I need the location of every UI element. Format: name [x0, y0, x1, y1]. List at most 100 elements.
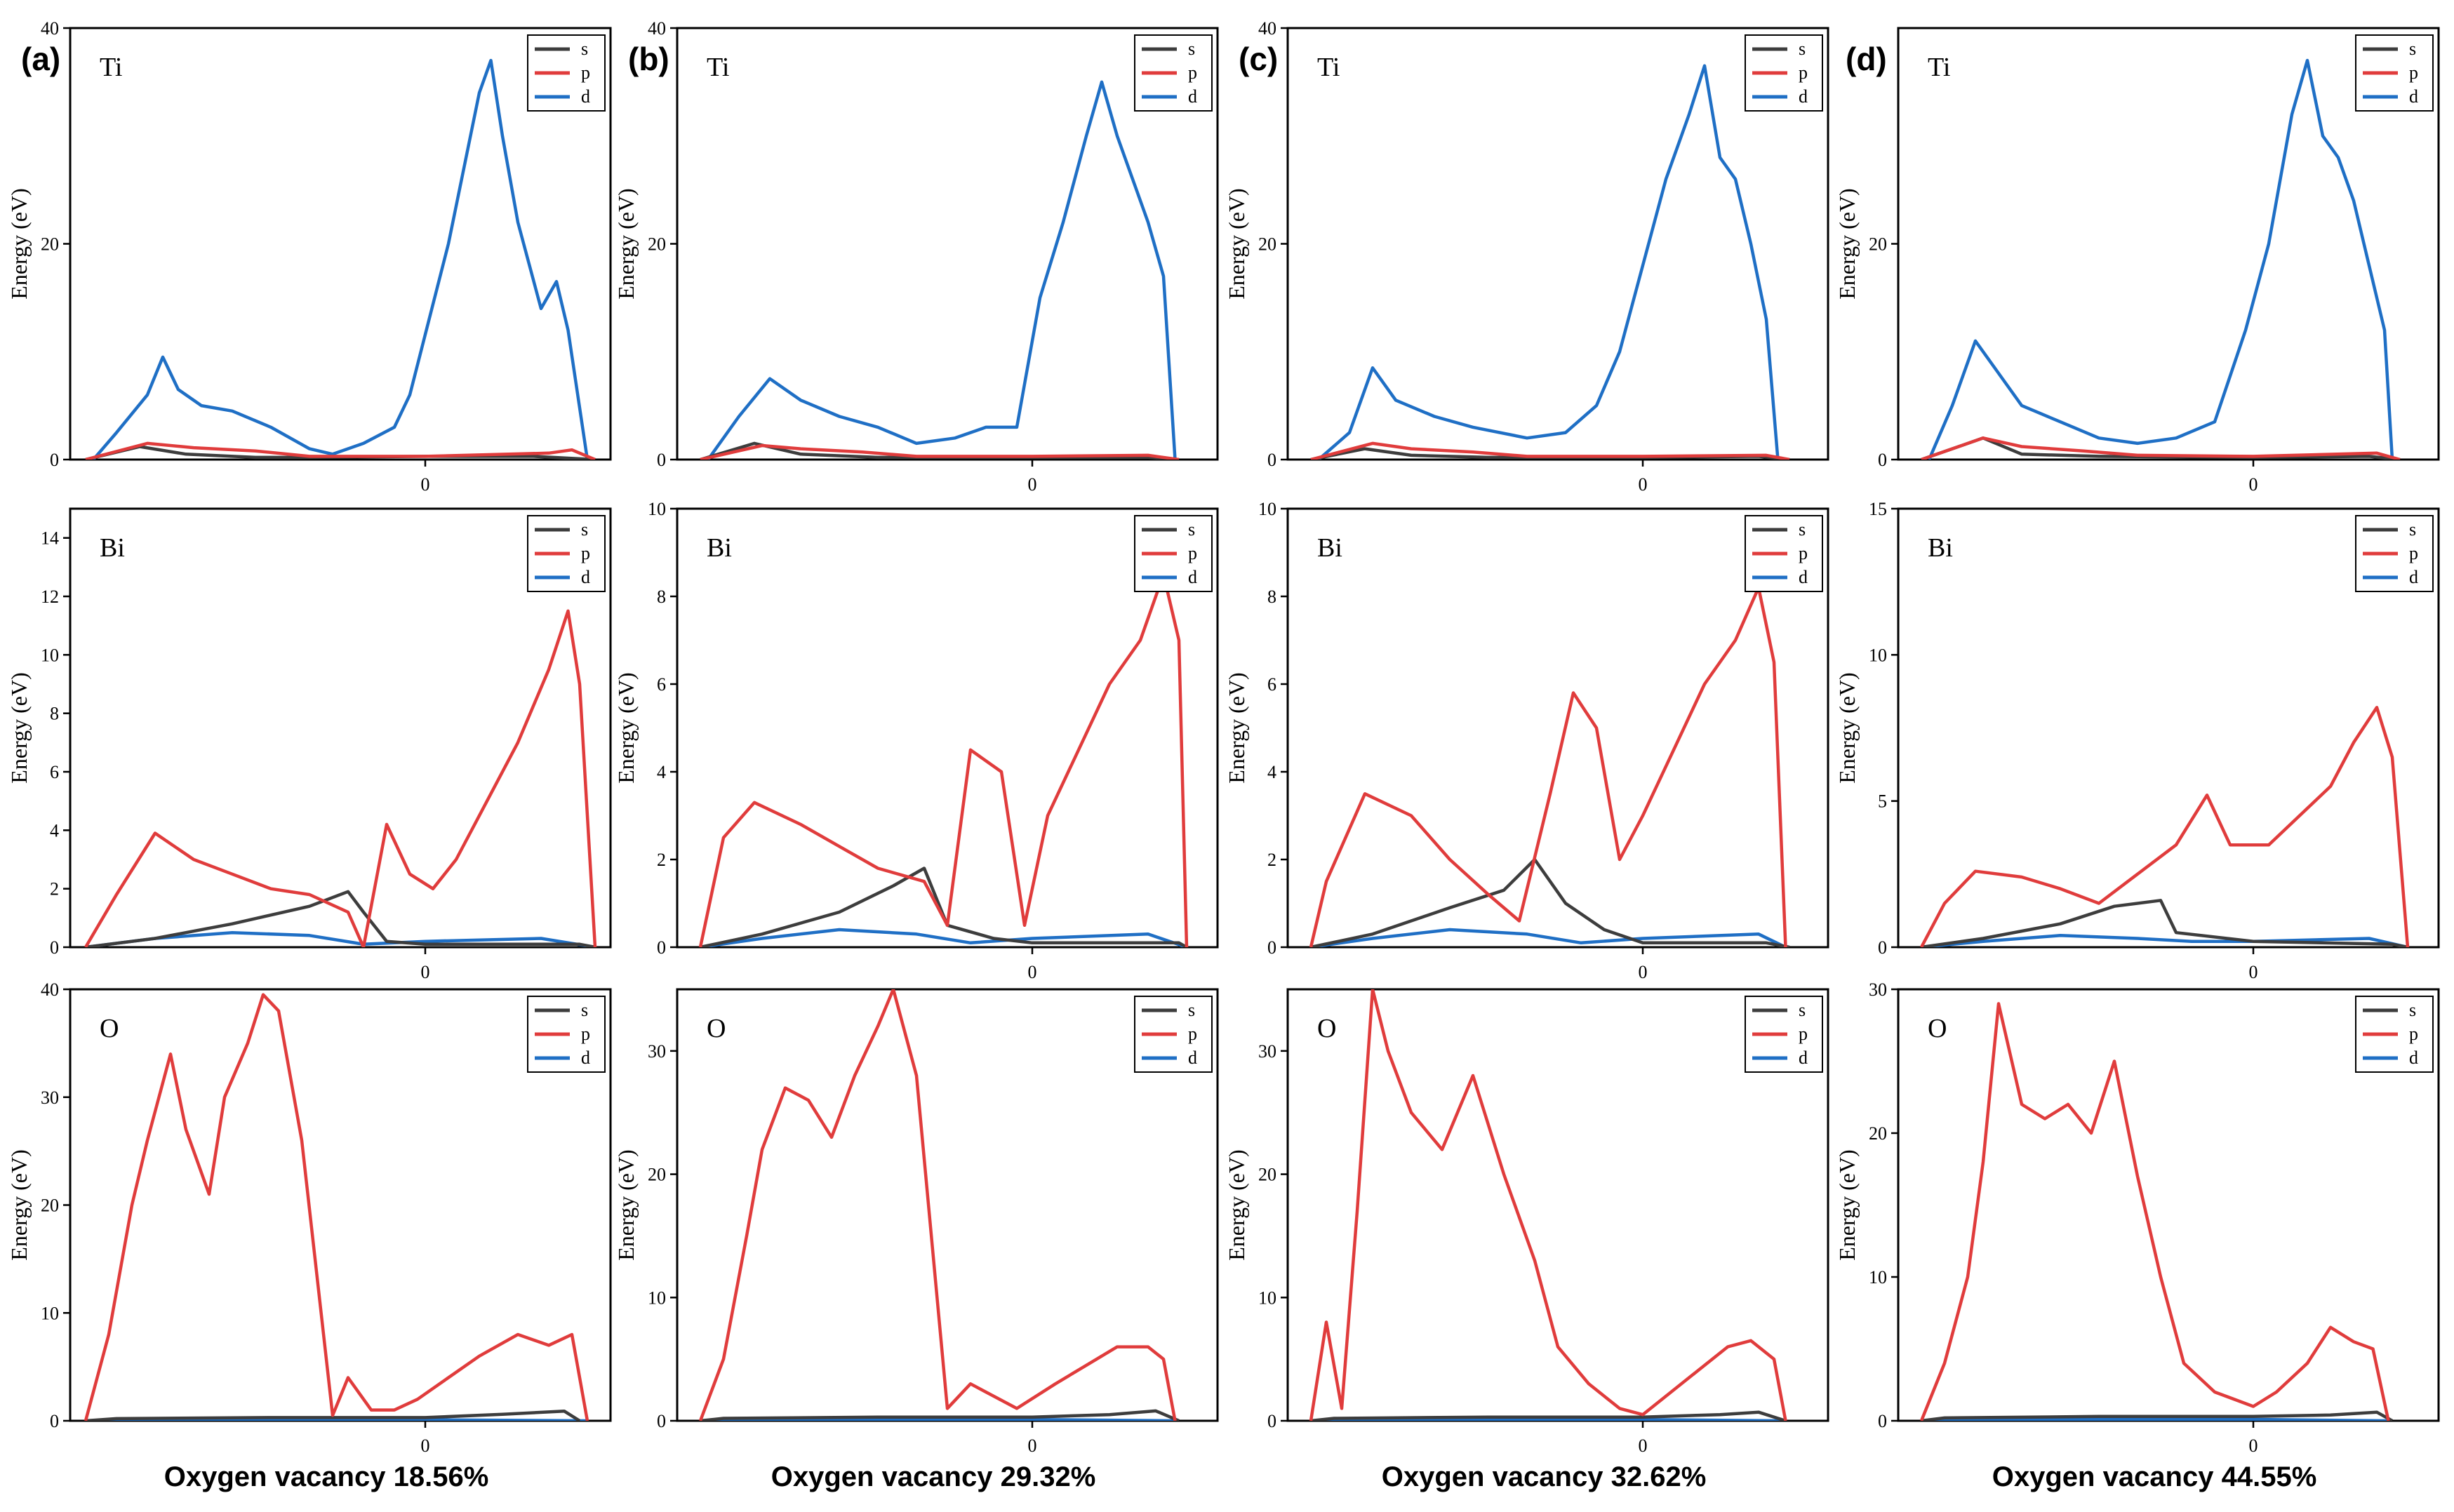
y-tick-label: 20: [648, 234, 666, 255]
element-label: Bi: [1928, 533, 1953, 563]
dos-panel-bi-4: 0 5 10 15 0 Energy (eV) Bi spd: [1834, 499, 2440, 982]
dos-panel-ti-3: 0 20 40 0 Energy (eV) Ti spd: [1224, 18, 1829, 495]
y-axis-label: Energy (eV): [613, 1149, 639, 1260]
y-tick-label: 10: [648, 499, 666, 519]
series-p-line: [1919, 1002, 2390, 1421]
legend-label-d: d: [1799, 1048, 1808, 1068]
element-label: Bi: [100, 533, 125, 563]
y-tick-label: 6: [50, 762, 59, 782]
y-tick-label: 0: [1878, 450, 1887, 470]
y-tick-label: 10: [648, 1287, 666, 1308]
y-tick-label: 20: [41, 234, 59, 255]
dos-panel-ti-4: 0 20 0 Energy (eV) Ti spd: [1834, 27, 2440, 495]
series-d-line: [85, 1418, 588, 1421]
y-tick-label: 0: [50, 937, 59, 958]
series-s-line: [1310, 857, 1790, 947]
y-axis-label: Energy (eV): [1834, 188, 1860, 299]
legend-label-p: p: [2409, 543, 2418, 563]
panel-label: (d): [1846, 41, 1887, 77]
y-tick-label: 8: [50, 704, 59, 724]
y-tick-label: 30: [41, 1088, 59, 1108]
legend-label-p: p: [1188, 62, 1197, 83]
series-p-line: [698, 573, 1189, 947]
legend-label-d: d: [581, 567, 590, 587]
x-tick-label: 0: [2249, 1436, 2258, 1456]
y-tick-label: 20: [1258, 234, 1276, 255]
legend-label-d: d: [581, 1048, 590, 1068]
series-d-line: [1310, 1417, 1786, 1421]
series-s-line: [700, 1409, 1180, 1421]
x-tick-label: 0: [1639, 474, 1648, 495]
axes-frame: [69, 507, 612, 949]
dos-panel-bi-3: 0 2 4 6 8 10 0 Energy (eV) Bi spd: [1224, 499, 1829, 982]
y-tick-label: 0: [1878, 937, 1887, 958]
y-tick-label: 4: [1267, 762, 1276, 782]
series-p-line: [84, 609, 597, 947]
y-tick-label: 40: [1258, 18, 1276, 39]
element-label: Ti: [100, 53, 122, 82]
series-s-line: [1310, 1410, 1787, 1421]
y-tick-label: 20: [1869, 1123, 1887, 1144]
series-p-line: [1920, 706, 2410, 947]
series-d-line: [92, 58, 589, 460]
y-tick-label: 14: [41, 528, 59, 549]
legend-label-d: d: [1188, 567, 1197, 587]
element-label: Bi: [707, 533, 732, 563]
dos-panel-bi-2: 0 2 4 6 8 10 0 Energy (eV) Bi spd: [613, 499, 1219, 982]
y-tick-label: 0: [50, 450, 59, 470]
y-axis-label: Energy (eV): [1224, 188, 1249, 299]
legend-label-d: d: [1188, 1048, 1197, 1068]
legend-label-d: d: [581, 86, 590, 107]
panel-label: (a): [21, 41, 60, 77]
panel-label: (b): [628, 41, 669, 77]
y-tick-label: 8: [1267, 587, 1276, 607]
series-s-line: [85, 1409, 581, 1421]
x-tick-label: 0: [421, 474, 430, 495]
legend-label-p: p: [1188, 1024, 1197, 1044]
y-tick-label: 8: [657, 587, 666, 607]
y-tick-label: 0: [657, 450, 666, 470]
legend-label-p: p: [581, 543, 590, 563]
y-tick-label: 10: [1869, 1267, 1887, 1287]
series-d-line: [700, 928, 1187, 947]
axes-frame: [1286, 507, 1829, 949]
y-tick-label: 20: [1869, 234, 1887, 255]
series-d-line: [1310, 928, 1787, 947]
dos-panel-ti-1: 0 20 40 0 Energy (eV) Ti spd: [6, 18, 612, 495]
y-tick-label: 20: [648, 1165, 666, 1185]
series-p-line: [1921, 436, 2401, 460]
x-tick-label: 0: [421, 962, 430, 982]
legend-label-s: s: [2409, 519, 2416, 540]
element-label: Bi: [1317, 533, 1342, 563]
legend-label-s: s: [581, 519, 588, 540]
y-tick-label: 40: [648, 18, 666, 39]
legend-label-s: s: [2409, 39, 2416, 59]
y-axis-label: Energy (eV): [6, 188, 32, 299]
element-label: Ti: [1928, 53, 1950, 82]
y-axis-label: Energy (eV): [6, 1149, 32, 1260]
caption-oxygen-vacancy: Oxygen vacancy 29.32%: [771, 1461, 1096, 1492]
x-tick-label: 0: [2249, 962, 2258, 982]
y-tick-label: 15: [1869, 499, 1887, 519]
legend-label-s: s: [2409, 1000, 2416, 1020]
series-d-line: [1921, 1417, 2389, 1421]
y-tick-label: 0: [657, 1411, 666, 1431]
y-tick-label: 10: [1869, 645, 1887, 665]
legend-label-s: s: [1799, 39, 1806, 59]
y-axis-label: Energy (eV): [6, 672, 32, 783]
series-p-line: [84, 993, 589, 1421]
caption-oxygen-vacancy: Oxygen vacancy 32.62%: [1382, 1461, 1707, 1492]
legend-label-p: p: [1799, 543, 1808, 563]
y-tick-label: 40: [41, 18, 59, 39]
y-tick-label: 10: [1258, 1287, 1276, 1308]
y-axis-label: Energy (eV): [1834, 1149, 1860, 1260]
legend-label-d: d: [2409, 567, 2418, 587]
legend-label-p: p: [1799, 1024, 1808, 1044]
series-d-line: [1927, 58, 2394, 460]
y-tick-label: 30: [1869, 979, 1887, 1000]
legend-label-d: d: [1799, 86, 1808, 107]
y-tick-label: 30: [648, 1041, 666, 1062]
y-tick-label: 0: [1878, 1411, 1887, 1431]
